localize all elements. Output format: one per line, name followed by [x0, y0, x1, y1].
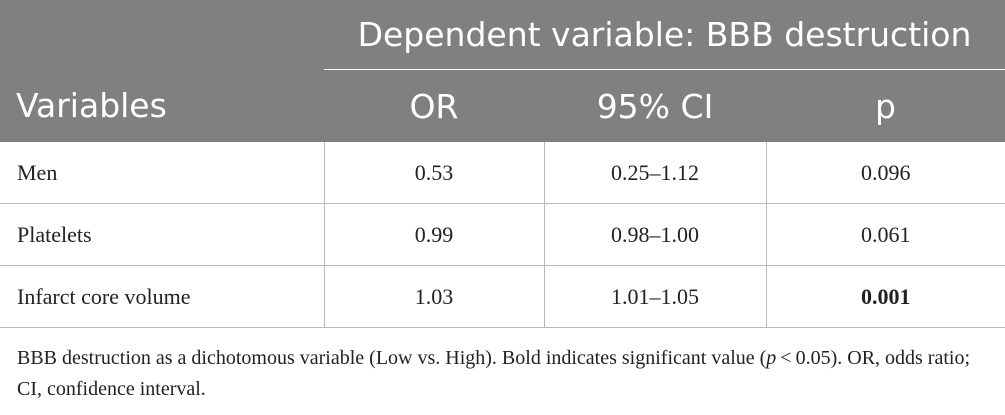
- p-cell: 0.061: [765, 203, 1005, 266]
- table-row: Men 0.53 0.25–1.12 0.096: [0, 142, 1005, 204]
- ci-cell: 0.98–1.00: [543, 203, 766, 266]
- footnote-text-before: BBB destruction as a dichotomous variabl…: [17, 347, 767, 369]
- logistic-regression-table: Dependent variable: BBB destruction Vari…: [0, 0, 1005, 328]
- p-cell: 0.096: [765, 142, 1005, 204]
- table-row: Infarct core volume 1.03 1.01–1.05 0.001: [0, 265, 1005, 328]
- ci-cell: 1.01–1.05: [543, 265, 766, 328]
- footnote-text-after: < 0.05). OR, odds ratio; CI, confidence …: [17, 347, 971, 400]
- or-cell: 0.53: [323, 142, 544, 204]
- column-header-p: p: [766, 69, 1005, 142]
- variable-cell: Infarct core volume: [0, 265, 324, 328]
- or-cell: 0.99: [323, 203, 544, 266]
- group-header-label: Dependent variable: BBB destruction: [324, 0, 1005, 70]
- or-cell: 1.03: [323, 265, 544, 328]
- group-header-empty-cell: [0, 0, 324, 70]
- p-cell-significant: 0.001: [765, 265, 1005, 328]
- group-header-row: Dependent variable: BBB destruction: [0, 0, 1005, 70]
- column-header-or: OR: [324, 69, 544, 142]
- ci-cell: 0.25–1.12: [543, 142, 766, 204]
- column-header-ci: 95% CI: [544, 69, 766, 142]
- variable-cell: Men: [0, 142, 324, 204]
- results-table-container: Dependent variable: BBB destruction Vari…: [0, 0, 1005, 328]
- table-row: Platelets 0.99 0.98–1.00 0.061: [0, 203, 1005, 266]
- column-header-variables: Variables: [0, 69, 324, 142]
- variable-cell: Platelets: [0, 203, 324, 266]
- footnote-p-symbol: p: [766, 347, 777, 369]
- column-header-row: Variables OR 95% CI p: [0, 69, 1005, 142]
- table-footnote: BBB destruction as a dichotomous variabl…: [17, 343, 992, 405]
